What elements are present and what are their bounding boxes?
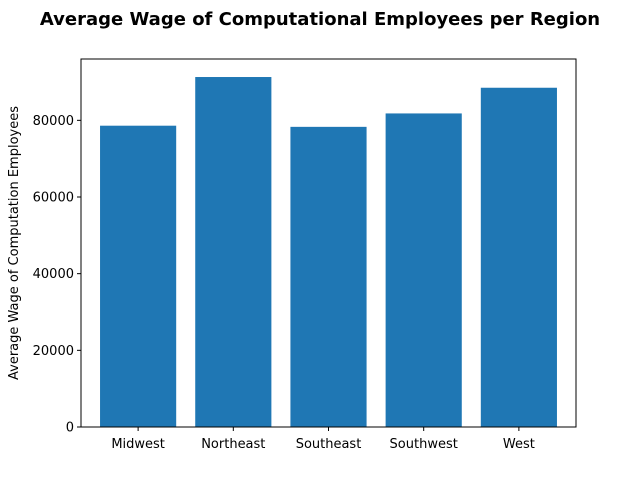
y-tick-label: 60000 <box>33 191 74 206</box>
bar-midwest <box>100 125 177 427</box>
y-axis-label: Average Wage of Computation Employees <box>7 106 22 380</box>
y-tick-label: 80000 <box>33 114 74 129</box>
plot-frame <box>80 58 577 428</box>
y-tick-label: 20000 <box>33 344 74 359</box>
bar-southeast <box>290 126 367 427</box>
y-ticks: 0 20000 40000 60000 80000 <box>33 114 81 436</box>
bar-northeast <box>195 77 272 428</box>
bar-southwest <box>385 113 462 427</box>
y-tick-label: 40000 <box>33 267 74 282</box>
x-tick-label: Midwest <box>111 437 165 452</box>
x-tick-label: West <box>503 437 535 452</box>
bar-west <box>480 87 557 427</box>
x-tick-label: Southwest <box>390 437 458 452</box>
x-tick-label: Northeast <box>201 437 265 452</box>
bars-group <box>100 77 557 428</box>
chart-title: Average Wage of Computational Employees … <box>40 9 600 30</box>
y-tick-label: 0 <box>66 421 74 436</box>
x-tick-label: Southeast <box>296 437 362 452</box>
x-ticks: Midwest Northeast Southeast Southwest West <box>111 427 535 452</box>
